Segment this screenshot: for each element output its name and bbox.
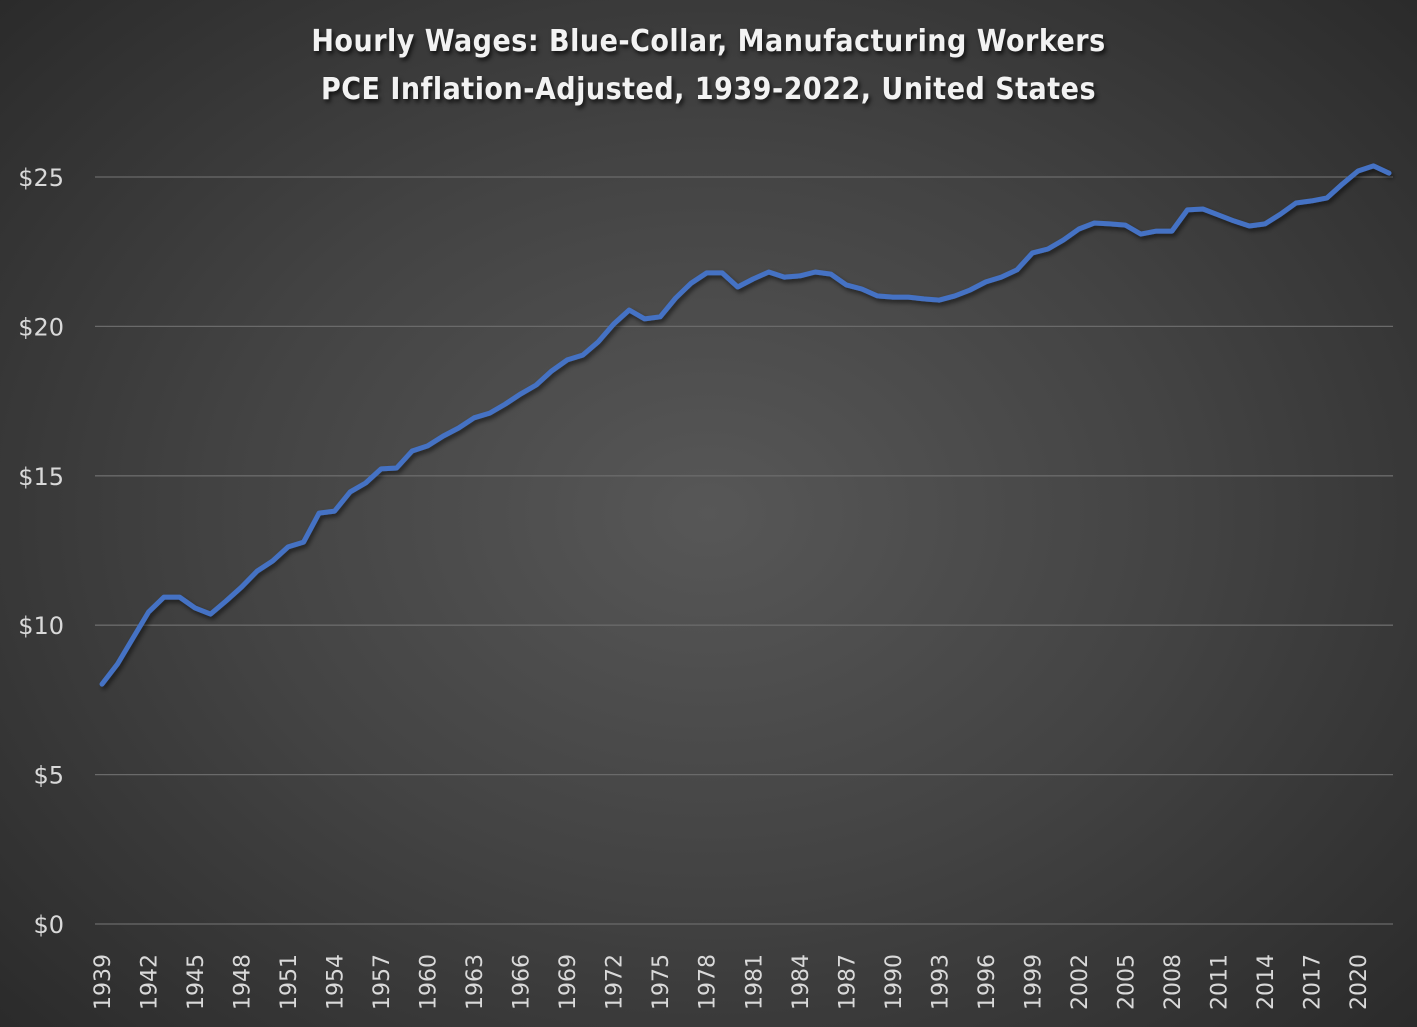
y-tick-label: $0 (33, 911, 64, 939)
x-tick-label: 2014 (1254, 954, 1279, 1010)
x-tick-label: 1951 (277, 954, 302, 1010)
chart-subtitle: PCE Inflation-Adjusted, 1939-2022, Unite… (320, 72, 1097, 107)
x-tick-label: 1969 (556, 954, 581, 1010)
x-tick-label: 1984 (789, 954, 814, 1010)
x-tick-label: 1996 (975, 954, 1000, 1010)
x-tick-label: 1942 (138, 954, 163, 1010)
chart-title: Hourly Wages: Blue-Collar, Manufacturing… (311, 24, 1106, 59)
x-tick-label: 2011 (1207, 954, 1232, 1010)
x-tick-label: 1945 (184, 954, 209, 1010)
x-tick-label: 1993 (928, 954, 953, 1010)
x-tick-label: 1981 (742, 954, 767, 1010)
x-tick-label: 1963 (463, 954, 488, 1010)
x-tick-label: 2005 (1114, 954, 1139, 1010)
y-tick-label: $10 (18, 612, 64, 640)
y-tick-label: $5 (33, 762, 64, 790)
x-tick-label: 1966 (510, 954, 535, 1010)
x-tick-label: 1978 (696, 954, 721, 1010)
x-tick-label: 1987 (835, 954, 860, 1010)
y-tick-label: $20 (18, 313, 64, 341)
y-tick-label: $25 (18, 164, 64, 192)
x-tick-label: 1972 (603, 954, 628, 1010)
x-tick-label: 1957 (370, 954, 395, 1010)
x-tick-label: 1999 (1021, 954, 1046, 1010)
x-tick-label: 1960 (417, 954, 442, 1010)
y-tick-label: $15 (18, 463, 64, 491)
y-axis-labels: $0 $5 $10 $15 $20 $25 (18, 164, 64, 939)
gridlines (95, 176, 1393, 925)
x-tick-label: 2002 (1068, 954, 1093, 1010)
x-tick-label: 2008 (1161, 954, 1186, 1010)
x-tick-label: 1975 (649, 954, 674, 1010)
x-tick-label: 1939 (91, 954, 116, 1010)
x-tick-label: 1990 (882, 954, 907, 1010)
wage-series-line (99, 163, 1392, 687)
x-tick-label: 1954 (324, 954, 349, 1010)
x-tick-label: 2017 (1300, 954, 1325, 1010)
x-tick-label: 2020 (1347, 954, 1372, 1010)
x-tick-label: 1948 (231, 954, 256, 1010)
x-axis-labels: 1939 1942 1945 1948 1951 1954 1957 1960 1963 1966… (91, 954, 1372, 1010)
